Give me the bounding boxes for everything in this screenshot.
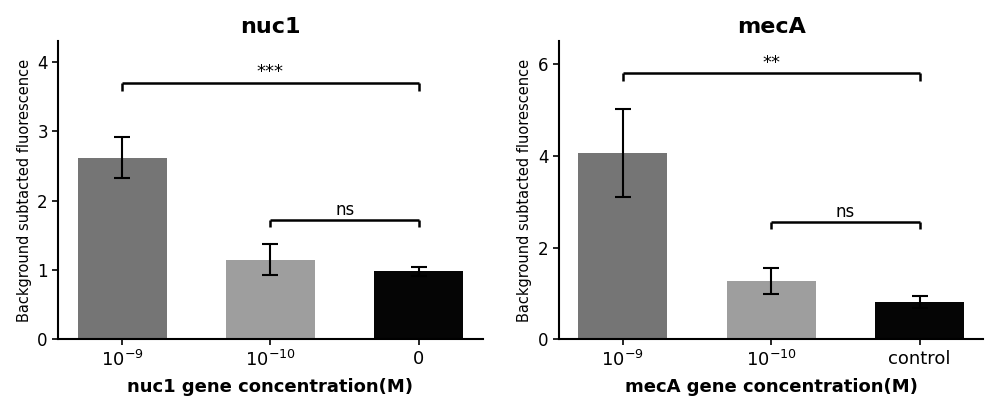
Bar	[78, 158, 167, 339]
Y-axis label: Background subtacted fluorescence: Background subtacted fluorescence	[517, 59, 532, 322]
Text: ns: ns	[335, 201, 354, 219]
Text: **: **	[762, 54, 780, 72]
Bar	[578, 153, 667, 339]
Title: nuc1: nuc1	[240, 17, 301, 37]
Bar	[727, 281, 816, 339]
Text: ***: ***	[257, 63, 284, 81]
Bar	[875, 302, 964, 339]
Y-axis label: Background subtacted fluorescence: Background subtacted fluorescence	[17, 59, 32, 322]
Text: ns: ns	[836, 203, 855, 221]
Bar	[226, 260, 315, 339]
Title: mecA: mecA	[737, 17, 806, 37]
X-axis label: mecA gene concentration(M): mecA gene concentration(M)	[625, 378, 918, 396]
X-axis label: nuc1 gene concentration(M): nuc1 gene concentration(M)	[127, 378, 413, 396]
Bar	[374, 271, 463, 339]
